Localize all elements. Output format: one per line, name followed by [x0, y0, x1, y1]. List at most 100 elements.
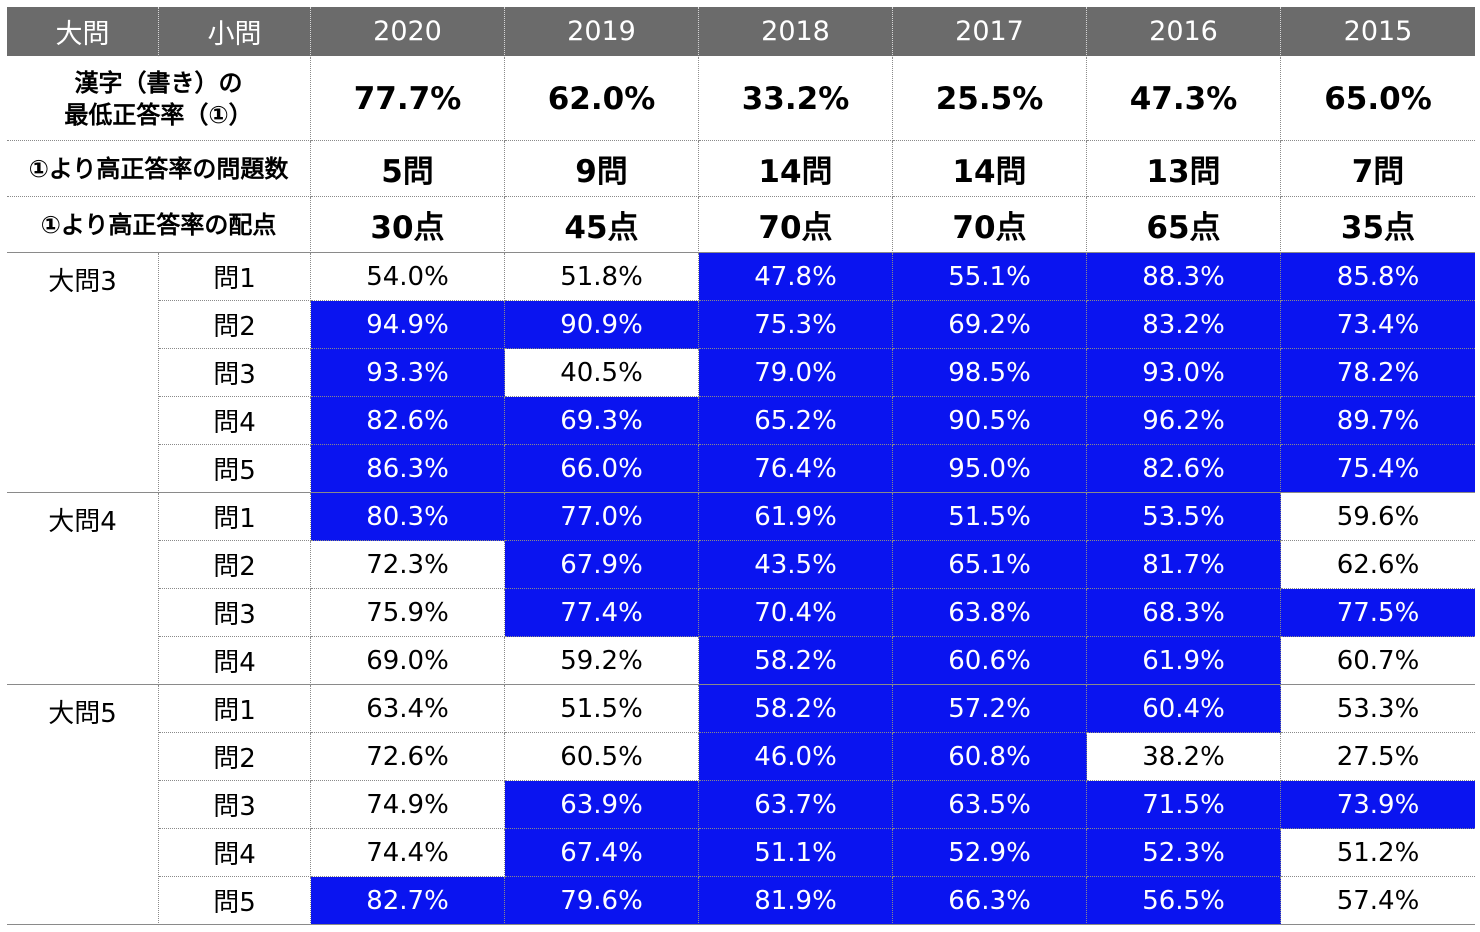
rate-cell-highlighted: 60.6%: [893, 637, 1087, 685]
question-label: 問4: [159, 397, 311, 445]
rate-cell-highlighted: 60.4%: [1087, 685, 1281, 733]
rate-cell-highlighted: 80.3%: [311, 493, 505, 541]
summary-label-min-kanji-rate: 漢字（書き）の 最低正答率（①）: [7, 57, 311, 141]
rate-cell-highlighted: 78.2%: [1281, 349, 1475, 397]
rate-cell-highlighted: 81.7%: [1087, 541, 1281, 589]
question-label: 問1: [159, 685, 311, 733]
rate-cell-highlighted: 73.4%: [1281, 301, 1475, 349]
rate-cell-highlighted: 93.0%: [1087, 349, 1281, 397]
rate-cell-highlighted: 51.1%: [699, 829, 893, 877]
rate-cell-highlighted: 63.9%: [505, 781, 699, 829]
header-year: 2017: [893, 7, 1087, 57]
rate-cell-highlighted: 83.2%: [1087, 301, 1281, 349]
rate-cell-highlighted: 58.2%: [699, 637, 893, 685]
rate-cell: 74.4%: [311, 829, 505, 877]
summary-value: 65点: [1087, 197, 1281, 253]
group-label: 大問5: [7, 685, 159, 925]
rate-cell-highlighted: 60.8%: [893, 733, 1087, 781]
rate-cell: 59.6%: [1281, 493, 1475, 541]
header-sub-column: 小問: [159, 7, 311, 57]
rate-cell-highlighted: 52.9%: [893, 829, 1087, 877]
rate-cell-highlighted: 63.8%: [893, 589, 1087, 637]
rate-cell-highlighted: 67.4%: [505, 829, 699, 877]
rate-cell-highlighted: 89.7%: [1281, 397, 1475, 445]
rate-cell: 38.2%: [1087, 733, 1281, 781]
rate-cell-highlighted: 79.6%: [505, 877, 699, 925]
rate-cell-highlighted: 65.2%: [699, 397, 893, 445]
rate-cell-highlighted: 96.2%: [1087, 397, 1281, 445]
rate-cell-highlighted: 90.9%: [505, 301, 699, 349]
question-label: 問4: [159, 637, 311, 685]
question-label: 問3: [159, 349, 311, 397]
question-label: 問4: [159, 829, 311, 877]
rate-cell-highlighted: 51.5%: [893, 493, 1087, 541]
summary-value: 65.0%: [1281, 57, 1475, 141]
summary-label-question-count: ①より高正答率の問題数: [7, 141, 311, 197]
header-year: 2018: [699, 7, 893, 57]
rate-cell: 69.0%: [311, 637, 505, 685]
rate-cell-highlighted: 94.9%: [311, 301, 505, 349]
rate-cell: 75.9%: [311, 589, 505, 637]
question-label: 問2: [159, 301, 311, 349]
summary-value: 7問: [1281, 141, 1475, 197]
group-label: 大問4: [7, 493, 159, 685]
rate-cell-highlighted: 66.3%: [893, 877, 1087, 925]
summary-value: 70点: [893, 197, 1087, 253]
rate-cell-highlighted: 81.9%: [699, 877, 893, 925]
rate-cell-highlighted: 68.3%: [1087, 589, 1281, 637]
rate-cell-highlighted: 43.5%: [699, 541, 893, 589]
rate-cell-highlighted: 76.4%: [699, 445, 893, 493]
summary-value: 14問: [893, 141, 1087, 197]
rate-cell-highlighted: 63.7%: [699, 781, 893, 829]
correct-rate-table: 大問 小問 2020 2019 2018 2017 2016 2015 漢字（書…: [7, 7, 1475, 927]
header-group-column: 大問: [7, 7, 159, 57]
rate-cell-highlighted: 79.0%: [699, 349, 893, 397]
rate-cell: 72.3%: [311, 541, 505, 589]
rate-cell: 72.6%: [311, 733, 505, 781]
summary-value: 35点: [1281, 197, 1475, 253]
summary-value: 25.5%: [893, 57, 1087, 141]
header-year: 2020: [311, 7, 505, 57]
rate-cell-highlighted: 47.8%: [699, 253, 893, 301]
rate-cell: 27.5%: [1281, 733, 1475, 781]
rate-cell-highlighted: 77.4%: [505, 589, 699, 637]
rate-cell-highlighted: 86.3%: [311, 445, 505, 493]
rate-cell-highlighted: 56.5%: [1087, 877, 1281, 925]
rate-cell-highlighted: 71.5%: [1087, 781, 1281, 829]
header-year: 2016: [1087, 7, 1281, 57]
rate-cell-highlighted: 46.0%: [699, 733, 893, 781]
rate-cell-highlighted: 98.5%: [893, 349, 1087, 397]
header-year: 2015: [1281, 7, 1475, 57]
summary-value: 45点: [505, 197, 699, 253]
rate-cell: 51.5%: [505, 685, 699, 733]
summary-value: 47.3%: [1087, 57, 1281, 141]
question-label: 問3: [159, 589, 311, 637]
rate-cell-highlighted: 69.3%: [505, 397, 699, 445]
summary-value: 5問: [311, 141, 505, 197]
rate-cell: 51.8%: [505, 253, 699, 301]
rate-cell-highlighted: 52.3%: [1087, 829, 1281, 877]
question-label: 問2: [159, 733, 311, 781]
rate-cell: 53.3%: [1281, 685, 1475, 733]
rate-cell: 60.5%: [505, 733, 699, 781]
rate-cell-highlighted: 61.9%: [1087, 637, 1281, 685]
summary-value: 70点: [699, 197, 893, 253]
rate-cell-highlighted: 73.9%: [1281, 781, 1475, 829]
summary-value: 13問: [1087, 141, 1281, 197]
rate-cell-highlighted: 66.0%: [505, 445, 699, 493]
rate-cell: 62.6%: [1281, 541, 1475, 589]
rate-cell-highlighted: 69.2%: [893, 301, 1087, 349]
rate-cell-highlighted: 95.0%: [893, 445, 1087, 493]
rate-cell: 60.7%: [1281, 637, 1475, 685]
summary-value: 77.7%: [311, 57, 505, 141]
rate-cell-highlighted: 82.6%: [311, 397, 505, 445]
rate-cell-highlighted: 55.1%: [893, 253, 1087, 301]
rate-cell-highlighted: 82.7%: [311, 877, 505, 925]
summary-value: 62.0%: [505, 57, 699, 141]
rate-cell-highlighted: 75.3%: [699, 301, 893, 349]
rate-cell-highlighted: 63.5%: [893, 781, 1087, 829]
rate-cell: 74.9%: [311, 781, 505, 829]
rate-cell-highlighted: 61.9%: [699, 493, 893, 541]
rate-cell: 40.5%: [505, 349, 699, 397]
summary-value: 14問: [699, 141, 893, 197]
